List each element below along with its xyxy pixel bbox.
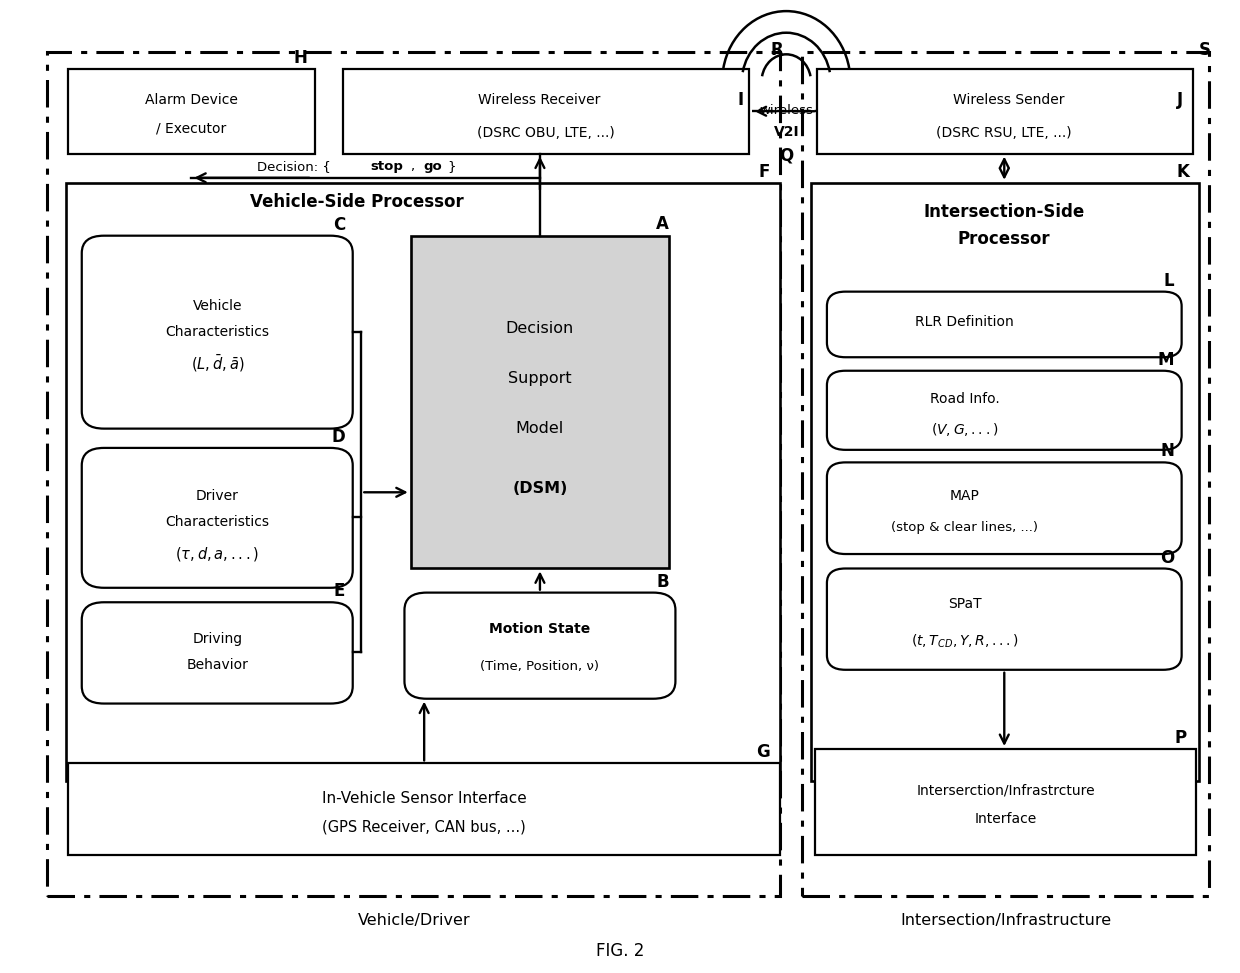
Bar xyxy=(66,183,780,780)
Text: Decision: Decision xyxy=(506,321,574,337)
Text: Interface: Interface xyxy=(975,812,1037,826)
Text: A: A xyxy=(656,215,670,233)
Text: G: G xyxy=(756,743,770,762)
Text: stop: stop xyxy=(370,160,403,173)
Text: SPaT: SPaT xyxy=(949,597,982,611)
Text: $(L, \bar{d}, \bar{a})$: $(L, \bar{d}, \bar{a})$ xyxy=(191,352,244,374)
Text: wireless: wireless xyxy=(759,104,813,117)
Text: F: F xyxy=(759,162,770,181)
FancyBboxPatch shape xyxy=(82,235,352,429)
Text: Road Info.: Road Info. xyxy=(930,392,999,406)
Text: (Time, Position, ν): (Time, Position, ν) xyxy=(480,661,599,673)
Text: }: } xyxy=(448,160,456,173)
Text: go: go xyxy=(423,160,441,173)
Bar xyxy=(47,53,780,896)
Text: $(V, G, ...)$: $(V, G, ...)$ xyxy=(931,421,998,438)
Text: Motion State: Motion State xyxy=(490,623,590,636)
Bar xyxy=(68,764,780,855)
Text: ,: , xyxy=(410,160,419,173)
FancyBboxPatch shape xyxy=(827,292,1182,357)
FancyBboxPatch shape xyxy=(827,568,1182,669)
Text: $(t, T_{CD}, Y, R, ...)$: $(t, T_{CD}, Y, R, ...)$ xyxy=(911,632,1019,650)
Text: (GPS Receiver, CAN bus, ...): (GPS Receiver, CAN bus, ...) xyxy=(322,819,526,835)
Text: / Executor: / Executor xyxy=(156,122,227,135)
Text: C: C xyxy=(334,216,345,234)
Text: H: H xyxy=(294,49,308,67)
FancyBboxPatch shape xyxy=(404,593,676,699)
Text: Driver: Driver xyxy=(196,489,238,503)
Text: R: R xyxy=(770,41,782,59)
Text: (DSRC RSU, LTE, ...): (DSRC RSU, LTE, ...) xyxy=(936,126,1073,140)
Text: Vehicle/Driver: Vehicle/Driver xyxy=(358,913,471,928)
Text: Characteristics: Characteristics xyxy=(165,515,269,529)
Text: I: I xyxy=(737,90,743,109)
Text: MAP: MAP xyxy=(950,489,980,503)
FancyBboxPatch shape xyxy=(827,462,1182,554)
FancyBboxPatch shape xyxy=(827,371,1182,450)
Text: Decision: {: Decision: { xyxy=(257,160,331,173)
Text: Wireless Sender: Wireless Sender xyxy=(952,92,1064,107)
Text: L: L xyxy=(1163,271,1174,290)
Text: Driving: Driving xyxy=(192,631,242,646)
Text: RLR Definition: RLR Definition xyxy=(915,314,1014,329)
Text: Model: Model xyxy=(516,421,564,436)
Text: E: E xyxy=(334,582,345,600)
Text: Intersection/Infrastructure: Intersection/Infrastructure xyxy=(900,913,1111,928)
Text: B: B xyxy=(657,573,670,591)
FancyBboxPatch shape xyxy=(82,602,352,703)
Text: Wireless Receiver: Wireless Receiver xyxy=(479,92,600,107)
Text: Characteristics: Characteristics xyxy=(165,325,269,340)
Text: (stop & clear lines, ...): (stop & clear lines, ...) xyxy=(892,521,1038,533)
Text: Q: Q xyxy=(779,147,794,164)
Text: P: P xyxy=(1174,729,1187,747)
Bar xyxy=(343,69,749,154)
Bar xyxy=(410,235,670,568)
Text: N: N xyxy=(1161,443,1174,460)
Bar xyxy=(811,183,1199,780)
Text: (DSRC OBU, LTE, ...): (DSRC OBU, LTE, ...) xyxy=(477,126,615,140)
Text: V2I: V2I xyxy=(774,125,799,138)
Text: O: O xyxy=(1159,549,1174,566)
Text: S: S xyxy=(1199,41,1211,59)
Text: Vehicle-Side Processor: Vehicle-Side Processor xyxy=(250,193,464,211)
Bar xyxy=(815,749,1197,855)
Text: Processor: Processor xyxy=(959,230,1050,247)
Text: M: M xyxy=(1158,351,1174,369)
Text: K: K xyxy=(1177,162,1189,181)
Text: Support: Support xyxy=(508,372,572,386)
Text: In-Vehicle Sensor Interface: In-Vehicle Sensor Interface xyxy=(322,791,527,806)
Bar xyxy=(802,53,1209,896)
Text: J: J xyxy=(1177,90,1183,109)
Text: Behavior: Behavior xyxy=(186,658,248,672)
FancyBboxPatch shape xyxy=(82,448,352,588)
Text: D: D xyxy=(331,428,345,446)
Bar xyxy=(817,69,1193,154)
Text: FIG. 2: FIG. 2 xyxy=(595,943,645,960)
Text: Intersection-Side: Intersection-Side xyxy=(924,202,1085,221)
Bar xyxy=(68,69,315,154)
Text: $(\tau, d, a, ...)$: $(\tau, d, a, ...)$ xyxy=(175,545,259,563)
Text: Interserction/Infrastrcture: Interserction/Infrastrcture xyxy=(916,783,1095,797)
Text: Alarm Device: Alarm Device xyxy=(145,92,238,107)
Text: (DSM): (DSM) xyxy=(512,481,568,496)
Text: Vehicle: Vehicle xyxy=(192,299,242,313)
